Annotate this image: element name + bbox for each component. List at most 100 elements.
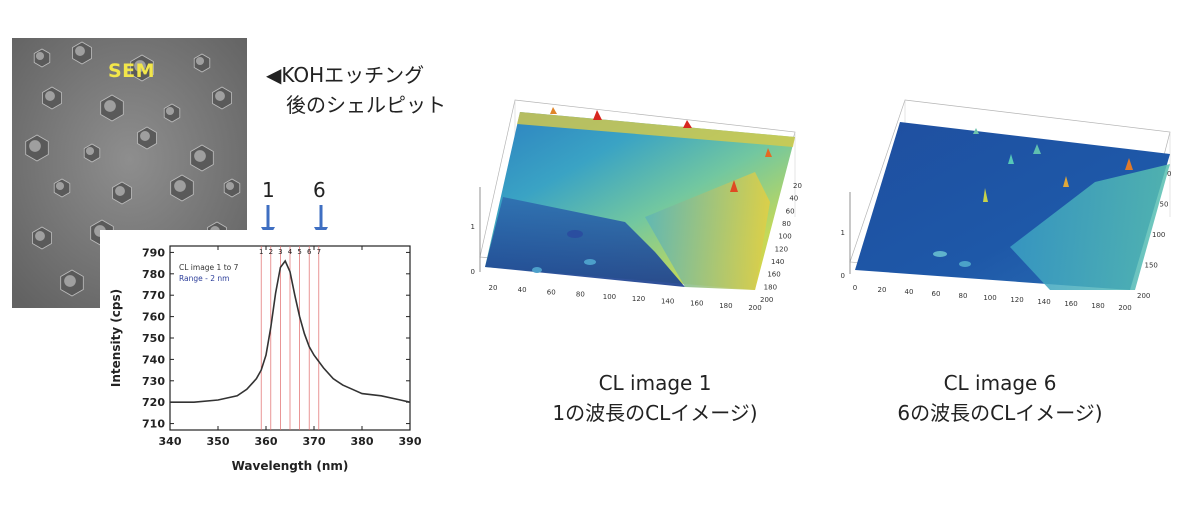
marker-label-6: 6: [313, 178, 326, 202]
surface-x-tick: 160: [1064, 300, 1077, 308]
surface-z-tick: 1: [471, 223, 475, 231]
surface-x-tick: 20: [878, 286, 887, 294]
x-tick-label: 360: [255, 435, 278, 448]
surface-x-tick: 40: [905, 288, 914, 296]
wavelength-label: 1: [259, 248, 263, 256]
x-axis-label: Wavelength (nm): [232, 459, 349, 473]
wavelength-label: 2: [269, 248, 273, 256]
surface-z-tick: 0: [841, 272, 845, 280]
surface-x-tick: 40: [518, 286, 527, 294]
surface-x-tick: 180: [719, 302, 732, 310]
sem-pit-highlight: [35, 231, 45, 241]
cl-image-6-plot: 0 20 40 60 80 100 120 140 160 180 200 0 50 100 150 200…: [825, 92, 1185, 327]
koh-annotation-line2: 後のシェルピット: [286, 93, 446, 117]
surface-y-tick: 20: [793, 182, 802, 190]
wavelength-label: 6: [307, 248, 312, 256]
legend-line-2: Range - 2 nm: [179, 274, 229, 283]
surface-x-tick: 80: [959, 292, 968, 300]
sem-pit-highlight: [55, 181, 65, 191]
y-tick-label: 730: [142, 375, 165, 388]
koh-annotation-line1: ◀KOHエッチング: [266, 63, 425, 87]
surface-x-tick: 180: [1091, 302, 1104, 310]
wavelength-label: 4: [288, 248, 293, 256]
y-tick-label: 760: [142, 311, 165, 324]
cl-image-1-title: CL image 1: [598, 371, 712, 395]
surface-x-tick: 100: [603, 293, 616, 301]
wavelength-label: 5: [297, 248, 301, 256]
y-tick-label: 750: [142, 332, 165, 345]
surface-y-tick: 120: [775, 245, 788, 253]
surface-x-tick: 60: [932, 290, 941, 298]
surface-y-tick: 160: [767, 271, 780, 279]
y-tick-label: 720: [142, 396, 165, 409]
surface-x-tick: 20: [489, 284, 498, 292]
surface-y-tick: 60: [786, 207, 795, 215]
surface-x-tick: 160: [690, 300, 703, 308]
surface-x-tick: 200: [748, 304, 761, 312]
surface-y-tick: 100: [1152, 231, 1165, 239]
spectrum-line: [170, 259, 411, 403]
surface-x-tick: 200: [1118, 304, 1131, 312]
surface-y-tick: 140: [771, 258, 784, 266]
wavelength-label: 7: [317, 248, 321, 256]
legend-line-1: CL image 1 to 7: [179, 263, 239, 272]
y-tick-label: 780: [142, 268, 165, 281]
surface-y-tick: 180: [764, 283, 777, 291]
y-tick-label: 710: [142, 418, 165, 431]
sem-pit-highlight: [194, 150, 206, 162]
cl-image-1-plot: 20 40 60 80 100 120 140 160 180 200 20 40 60 80 100 12…: [455, 92, 805, 327]
surface-x-tick: 60: [547, 288, 556, 296]
cl-image-1-surface: 20 40 60 80 100 120 140 160 180 200 2040608010012…: [471, 99, 802, 312]
surface-x-tick: 100: [983, 294, 996, 302]
sem-pit-highlight: [45, 91, 55, 101]
x-tick-label: 390: [399, 435, 422, 448]
surface-y-tick: 150: [1145, 262, 1158, 270]
y-tick-label: 790: [142, 246, 165, 259]
surface-y-tick: 200: [1137, 292, 1150, 300]
surface-z-tick: 0: [471, 268, 475, 276]
surface-y-tick: 200: [760, 296, 773, 304]
cl-image-6-subtitle: 6の波長のCLイメージ): [897, 401, 1103, 425]
sem-pit-highlight: [29, 140, 41, 152]
surface-y-tick: 50: [1160, 201, 1169, 209]
surface-y-tick: 0: [1167, 170, 1171, 178]
sem-pit-highlight: [195, 56, 205, 66]
surface-y-tick: 80: [782, 220, 791, 228]
koh-annotation: ◀KOHエッチング 後のシェルピット: [266, 60, 446, 120]
sem-label: SEM: [108, 60, 156, 82]
surface-x-tick: 0: [853, 284, 857, 292]
surface-x-tick: 80: [576, 291, 585, 299]
sem-pit-highlight: [64, 275, 76, 287]
cl-image-6-title: CL image 6: [943, 371, 1057, 395]
sem-pit-highlight: [85, 146, 95, 156]
sem-pit-highlight: [225, 181, 235, 191]
x-tick-label: 340: [159, 435, 182, 448]
cl-image-1-caption: CL image 1 1の波長のCLイメージ): [540, 368, 770, 428]
y-tick-label: 740: [142, 353, 165, 366]
sem-pit-highlight: [104, 100, 116, 112]
cl-image-6-surface: 0 20 40 60 80 100 120 140 160 180 200 0 50 100 150 200…: [841, 99, 1171, 312]
sem-pit-highlight: [115, 186, 125, 196]
y-tick-label: 770: [142, 289, 165, 302]
x-tick-label: 380: [351, 435, 374, 448]
sem-pit-highlight: [215, 91, 225, 101]
sem-pit-highlight: [134, 60, 146, 72]
sem-pit-highlight: [75, 46, 85, 56]
y-axis-label: Intensity (cps): [109, 289, 123, 387]
cl-image-1-subtitle: 1の波長のCLイメージ): [552, 401, 758, 425]
surface-x-tick: 120: [1010, 296, 1023, 304]
surface-y-tick: 40: [789, 195, 798, 203]
sem-pit-highlight: [140, 131, 150, 141]
surface-x-tick: 120: [632, 295, 645, 303]
wavelength-label: 3: [278, 248, 282, 256]
x-tick-label: 350: [207, 435, 230, 448]
sem-pit-highlight: [35, 51, 45, 61]
surface-y-tick: 100: [778, 233, 791, 241]
sem-pit-highlight: [165, 106, 175, 116]
sem-pit-highlight: [174, 180, 186, 192]
surface-x-tick: 140: [661, 297, 674, 305]
cl-image-6-caption: CL image 6 6の波長のCLイメージ): [885, 368, 1115, 428]
surface-x-tick: 140: [1037, 298, 1050, 306]
